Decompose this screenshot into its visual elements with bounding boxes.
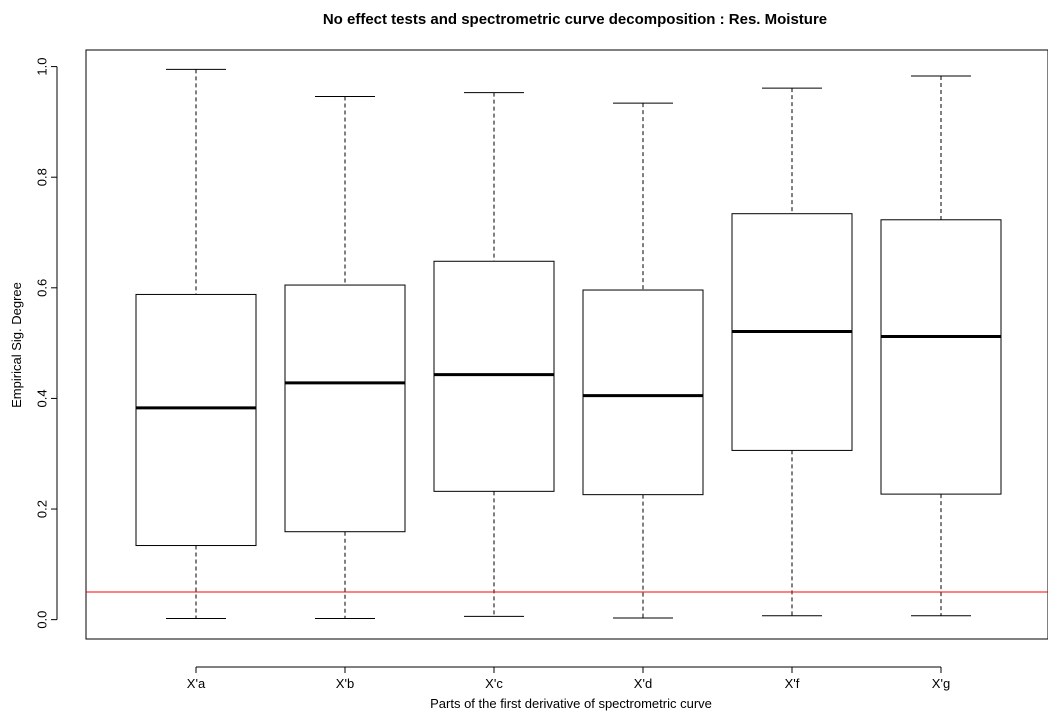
- chart-title: No effect tests and spectrometric curve …: [323, 11, 827, 28]
- boxes-group: [135, 68, 1002, 620]
- iqr-box: [433, 260, 555, 492]
- y-axis: 0.0 0.2 0.4 0.6 0.8 1.0: [35, 58, 58, 629]
- x-tick-label: X'c: [485, 676, 503, 691]
- iqr-box: [880, 219, 1002, 495]
- x-axis-label: Parts of the first derivative of spectro…: [430, 696, 712, 711]
- y-tick-label: 0.4: [35, 389, 50, 407]
- y-axis-label: Empirical Sig. Degree: [9, 282, 24, 408]
- boxplot-1: [135, 68, 257, 620]
- y-tick-label: 1.0: [35, 58, 50, 76]
- iqr-box: [284, 284, 406, 533]
- x-tick-label: X'f: [785, 676, 800, 691]
- x-tick-label: X'd: [634, 676, 652, 691]
- x-tick-label: X'g: [932, 676, 950, 691]
- y-tick-label: 0.6: [35, 279, 50, 297]
- x-axis: X'a X'b X'c X'd X'f X'g: [187, 666, 950, 691]
- iqr-box: [135, 293, 257, 547]
- y-tick-label: 0.8: [35, 168, 50, 186]
- boxplot-6: [880, 75, 1002, 617]
- boxplot-4: [582, 102, 704, 619]
- x-tick-label: X'a: [187, 676, 206, 691]
- y-tick-label: 0.2: [35, 500, 50, 518]
- boxplot-2: [284, 95, 406, 620]
- boxplot-5: [731, 87, 853, 617]
- y-tick-label: 0.0: [35, 611, 50, 629]
- boxplot-3: [433, 92, 555, 617]
- x-tick-label: X'b: [336, 676, 354, 691]
- plot-frame: [85, 49, 1048, 640]
- iqr-box: [582, 289, 704, 496]
